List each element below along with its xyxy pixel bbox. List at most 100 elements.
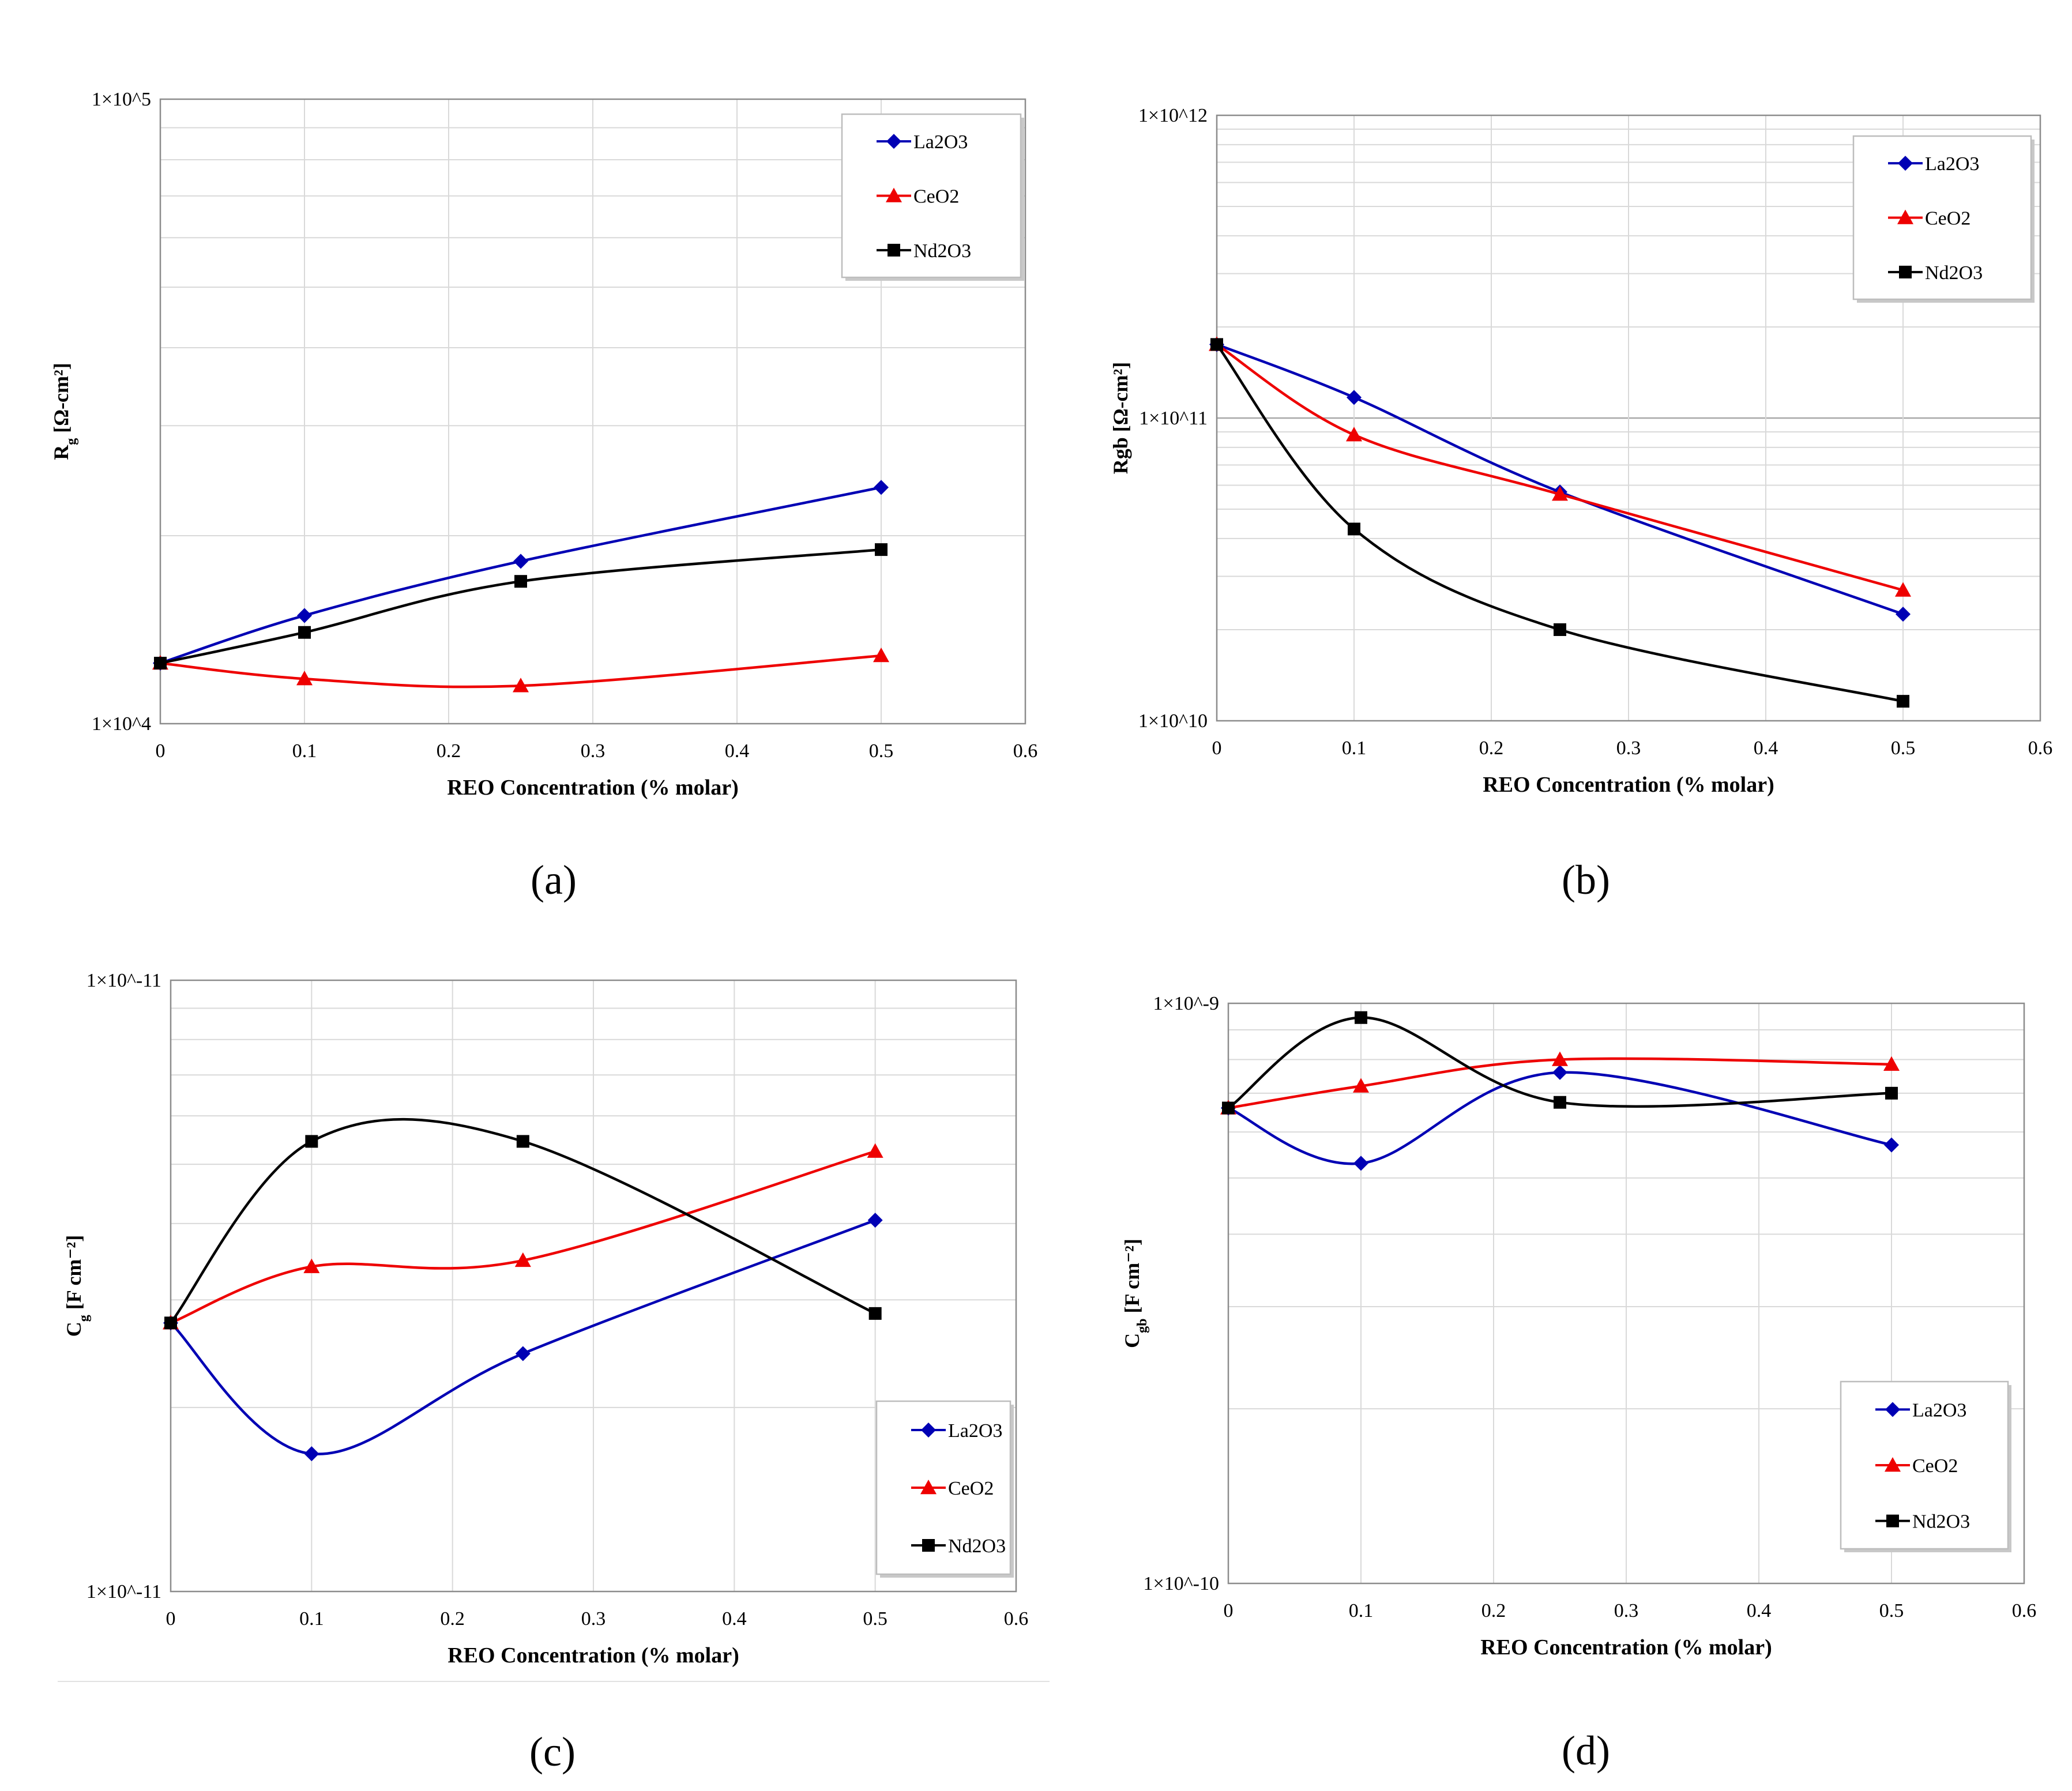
data-point-CeO2 — [303, 1258, 320, 1273]
series-line-Nd2O3 — [160, 548, 882, 665]
data-point-Nd2O3 — [516, 1135, 529, 1148]
series-line-Nd2O3 — [1227, 1016, 1892, 1109]
y-tick-label: 1×10^-11 — [87, 1581, 161, 1602]
data-point-Nd2O3 — [1554, 623, 1566, 636]
y-axis-title-subscript: gb — [1135, 1319, 1150, 1333]
y-axis-title: Rgb [Ω-cm²] — [1109, 362, 1132, 475]
legend-label: La2O3 — [913, 131, 968, 153]
x-tick-label: 0.4 — [1747, 1600, 1772, 1621]
x-axis-title: REO Concentration (% molar) — [447, 776, 739, 800]
chart-panel-b: 0 0.1 0.2 0.3 0.4 0.5 0.6 1×10^10 1×10^11 1×10^12… — [1109, 105, 2052, 903]
plot-frame — [170, 979, 1017, 1593]
y-axis-title: Rg [Ω-cm²] — [50, 363, 79, 460]
legend-marker-CeO2 — [886, 187, 902, 202]
x-tick-label: 0.2 — [437, 740, 461, 762]
y-axis-title: Cgb [F cm⁻²] — [1120, 1239, 1150, 1348]
y-axis-title-unit: [Ω-cm²] — [1109, 362, 1132, 438]
data-point-La2O3 — [867, 1213, 883, 1228]
series-line-Nd2O3 — [170, 1118, 876, 1324]
y-tick-label: 1×10^12 — [1138, 105, 1208, 126]
plot-frame — [159, 98, 1026, 725]
x-tick-label: 0.2 — [440, 1608, 465, 1630]
y-axis-title-unit: [Ω-cm²] — [50, 363, 73, 438]
series-line-La2O3 — [170, 1218, 876, 1455]
y-tick-label: 1×10^4 — [92, 713, 151, 735]
legend-label: Nd2O3 — [913, 240, 971, 262]
data-point-Nd2O3 — [1897, 695, 1909, 708]
x-tick-label: 0.1 — [292, 740, 317, 762]
legend-marker-CeO2 — [1897, 209, 1913, 224]
data-point-La2O3 — [297, 608, 312, 623]
data-point-La2O3 — [1552, 1064, 1567, 1080]
legend-label: La2O3 — [1912, 1399, 1966, 1421]
legend-marker-Nd2O3 — [922, 1539, 935, 1552]
legend-label: Nd2O3 — [1925, 262, 1983, 284]
data-point-CeO2 — [1883, 1056, 1900, 1071]
data-point-Nd2O3 — [305, 1135, 318, 1148]
y-tick-label: 1×10^-11 — [87, 970, 161, 991]
legend-marker-Nd2O3 — [1886, 1514, 1899, 1527]
x-tick-label: 0 — [1224, 1600, 1234, 1621]
data-point-La2O3 — [1884, 1137, 1899, 1153]
x-tick-label: 0.5 — [1891, 738, 1916, 759]
series-line-CeO2 — [160, 654, 882, 688]
data-point-CeO2 — [514, 1252, 531, 1267]
data-point-Nd2O3 — [868, 1307, 882, 1320]
data-point-CeO2 — [1353, 1078, 1369, 1093]
chart-panel-c: 0 0.1 0.2 0.3 0.4 0.5 0.6 1×10^-11 1×10^-11 REO C… — [62, 970, 1028, 1775]
x-tick-label: 0.2 — [1481, 1600, 1506, 1621]
data-point-Nd2O3 — [1355, 1011, 1367, 1024]
x-tick-label: 0.1 — [1349, 1600, 1374, 1621]
legend-marker-La2O3 — [1898, 156, 1913, 171]
y-tick-label: 1×10^10 — [1138, 710, 1208, 732]
data-point-CeO2 — [867, 1143, 883, 1158]
data-point-CeO2 — [296, 671, 313, 686]
panel-label: (b) — [1562, 857, 1610, 903]
data-point-Nd2O3 — [875, 543, 888, 556]
data-point-La2O3 — [304, 1446, 319, 1462]
plot-frame — [1227, 1002, 2025, 1585]
chart-panel-a: 0 0.1 0.2 0.3 0.4 0.5 0.6 1×10^4 1×10^5 REO Conce… — [50, 89, 1037, 903]
data-point-Nd2O3 — [1210, 338, 1223, 351]
legend-label: Nd2O3 — [1912, 1511, 1970, 1533]
legend-label: La2O3 — [1925, 153, 1979, 175]
data-point-La2O3 — [515, 1346, 531, 1361]
x-tick-label: 0.3 — [1614, 1600, 1639, 1621]
data-point-La2O3 — [513, 554, 528, 569]
x-tick-label: 0.3 — [581, 740, 606, 762]
x-tick-label: 0.1 — [1342, 738, 1367, 759]
data-point-La2O3 — [874, 480, 889, 495]
x-tick-label: 0 — [166, 1608, 176, 1630]
y-axis-title-main: Rgb — [1109, 437, 1132, 474]
x-tick-label: 0.3 — [1616, 738, 1641, 759]
x-tick-label: 0.4 — [722, 1608, 747, 1630]
y-axis-title-main: C — [1120, 1333, 1144, 1348]
data-point-CeO2 — [1895, 582, 1911, 597]
legend-marker-Nd2O3 — [1899, 265, 1912, 279]
legend-label: CeO2 — [1912, 1455, 1958, 1477]
y-axis-title-main: R — [50, 445, 73, 460]
x-tick-label: 0.2 — [1479, 738, 1504, 759]
data-point-La2O3 — [1353, 1156, 1368, 1171]
data-point-Nd2O3 — [1554, 1096, 1566, 1109]
data-point-Nd2O3 — [1348, 522, 1360, 536]
legend-label: Nd2O3 — [948, 1536, 1006, 1557]
legend-box — [1852, 135, 2032, 300]
data-point-Nd2O3 — [514, 575, 527, 588]
x-tick-label: 0.6 — [2012, 1600, 2037, 1621]
series-line-Nd2O3 — [1216, 344, 1904, 703]
data-point-CeO2 — [873, 648, 889, 663]
data-point-Nd2O3 — [1885, 1086, 1898, 1100]
x-tick-label: 0.5 — [869, 740, 894, 762]
data-point-CeO2 — [1552, 1051, 1568, 1066]
x-tick-label: 0.5 — [1879, 1600, 1904, 1621]
x-tick-label: 0.3 — [581, 1608, 606, 1630]
chart-panel-d: 0 0.1 0.2 0.3 0.4 0.5 0.6 1×10^-10 1×10^-9 REO Co… — [1120, 993, 2036, 1774]
legend-label: CeO2 — [948, 1478, 994, 1499]
legend-box — [841, 113, 1022, 279]
series-line-La2O3 — [1216, 343, 1904, 616]
data-point-Nd2O3 — [1222, 1101, 1235, 1115]
plot-frame — [1216, 114, 2041, 722]
legend-marker-CeO2 — [920, 1480, 937, 1495]
